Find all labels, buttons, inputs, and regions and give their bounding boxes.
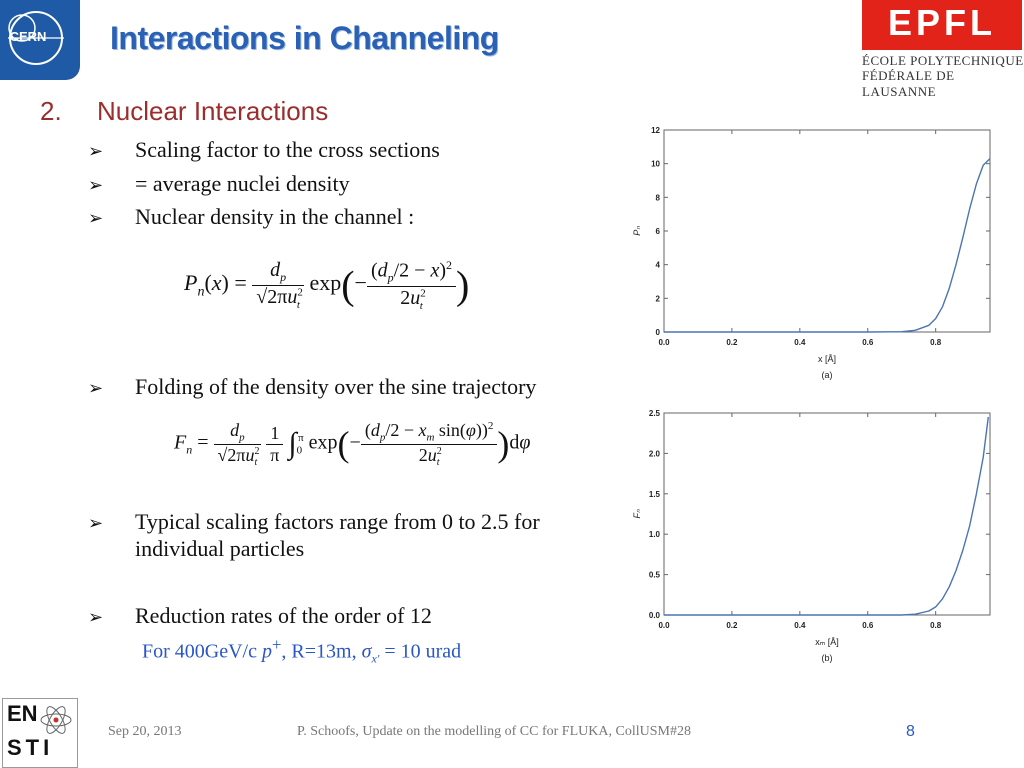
x-tick-label: 0.0	[658, 621, 670, 630]
y-axis-label: Pₙ	[632, 226, 642, 236]
y-tick-label: 0	[656, 328, 661, 337]
y-tick-label: 0.0	[649, 611, 661, 620]
x-tick-label: 0.6	[862, 338, 874, 347]
x-axis-label: xₘ [Å]	[815, 637, 839, 647]
section-heading: 2. Nuclear Interactions	[40, 96, 328, 127]
bullet-item: ➢ Folding of the density over the sine tr…	[88, 374, 536, 402]
cern-rings-icon: CERN	[8, 11, 64, 65]
arrow-bullet-icon: ➢	[88, 141, 104, 162]
logo-top-text: EN	[7, 701, 38, 726]
chart-nuclear-density: 0.0 0.2 0.4 0.6 0.8 0 2 4 6 8 10 12 x [Å] Pₙ (a)	[632, 126, 991, 380]
bullet-text: Reduction rates of the order of 12	[135, 603, 432, 628]
y-tick-label: 1.5	[649, 490, 661, 499]
bullet-text: Nuclear density in the channel :	[135, 204, 415, 229]
y-axis-label: Fₙ	[632, 509, 642, 518]
y-tick-label: 0.5	[649, 571, 661, 580]
y-tick-label: 2.0	[649, 449, 661, 458]
bullet-continuation: individual particles	[135, 536, 305, 561]
plot-frame	[663, 129, 991, 333]
panel-label: (a)	[822, 370, 833, 380]
cern-logo-text: CERN	[10, 29, 47, 44]
equation-nuclear-density: Pn(x) = dp √2πu2t exp(− (dp/2 − x)2 2u2t)	[184, 258, 470, 312]
bullet-text: = average nuclei density	[135, 171, 350, 196]
epfl-line-1: ÉCOLE POLYTECHNIQUE	[862, 53, 1024, 68]
x-tick-label: 0.8	[930, 338, 942, 347]
en-sti-logo: EN STI	[2, 698, 78, 768]
y-tick-label: 2	[656, 294, 661, 303]
x-tick-label: 0.0	[658, 338, 670, 347]
x-tick-label: 0.2	[726, 621, 738, 630]
bullet-item: ➢ Typical scaling factors range from 0 to…	[88, 509, 540, 537]
cern-logo: CERN	[0, 0, 80, 80]
atom-icon	[40, 706, 72, 734]
bullet-item: ➢ Scaling factor to the cross sections	[88, 137, 440, 165]
epfl-logo: EPFL	[862, 0, 1022, 50]
x-axis-label: x [Å]	[818, 354, 836, 364]
x-tick-label: 0.8	[930, 621, 942, 630]
slide-title: Interactions in Channeling	[110, 20, 499, 56]
logo-bottom-text: STI	[7, 735, 54, 760]
footer-author: P. Schoofs, Update on the modelling of C…	[297, 724, 691, 739]
bullet-item: ➢ = average nuclei density	[88, 171, 350, 199]
beam-parameters-note: For 400GeV/c p+, R=13m, σx' = 10 urad	[142, 635, 462, 666]
y-tick-label: 2.5	[649, 409, 661, 418]
x-tick-label: 0.4	[794, 338, 806, 347]
arrow-bullet-icon: ➢	[88, 208, 104, 229]
arrow-bullet-icon: ➢	[88, 607, 104, 628]
bullet-item: ➢ Nuclear density in the channel :	[88, 204, 414, 232]
bullet-text: Folding of the density over the sine tra…	[135, 374, 537, 399]
x-tick-label: 0.2	[726, 338, 738, 347]
series-line	[664, 158, 991, 333]
y-tick-label: 8	[656, 193, 661, 202]
y-tick-label: 10	[651, 160, 660, 169]
series-line	[664, 416, 989, 616]
page-number: 8	[906, 723, 915, 740]
section-title: Nuclear Interactions	[97, 96, 329, 126]
epfl-line-2: FÉDÉRALE DE LAUSANNE	[862, 68, 955, 99]
x-tick-label: 0.6	[862, 621, 874, 630]
epfl-logo-text: EPFL	[887, 2, 997, 43]
chart-folded-density: 0.0 0.2 0.4 0.6 0.8 0.0 0.5 1.0 1.5 2.0 2.5 xₘ [Å] F…	[632, 409, 991, 663]
arrow-bullet-icon: ➢	[88, 513, 104, 534]
y-tick-label: 12	[651, 126, 660, 135]
plot-frame	[663, 412, 991, 616]
section-number: 2.	[40, 96, 62, 126]
bullet-item: ➢ Reduction rates of the order of 12	[88, 603, 432, 631]
arrow-bullet-icon: ➢	[88, 175, 104, 196]
y-tick-label: 1.0	[649, 530, 661, 539]
y-tick-label: 6	[656, 227, 661, 236]
y-tick-label: 4	[656, 261, 661, 270]
x-tick-label: 0.4	[794, 621, 806, 630]
bullet-text: Typical scaling factors range from 0 to …	[135, 509, 540, 534]
footer-date: Sep 20, 2013	[108, 724, 182, 739]
bullet-text: Scaling factor to the cross sections	[135, 137, 440, 162]
arrow-bullet-icon: ➢	[88, 378, 104, 399]
panel-label: (b)	[822, 653, 833, 663]
